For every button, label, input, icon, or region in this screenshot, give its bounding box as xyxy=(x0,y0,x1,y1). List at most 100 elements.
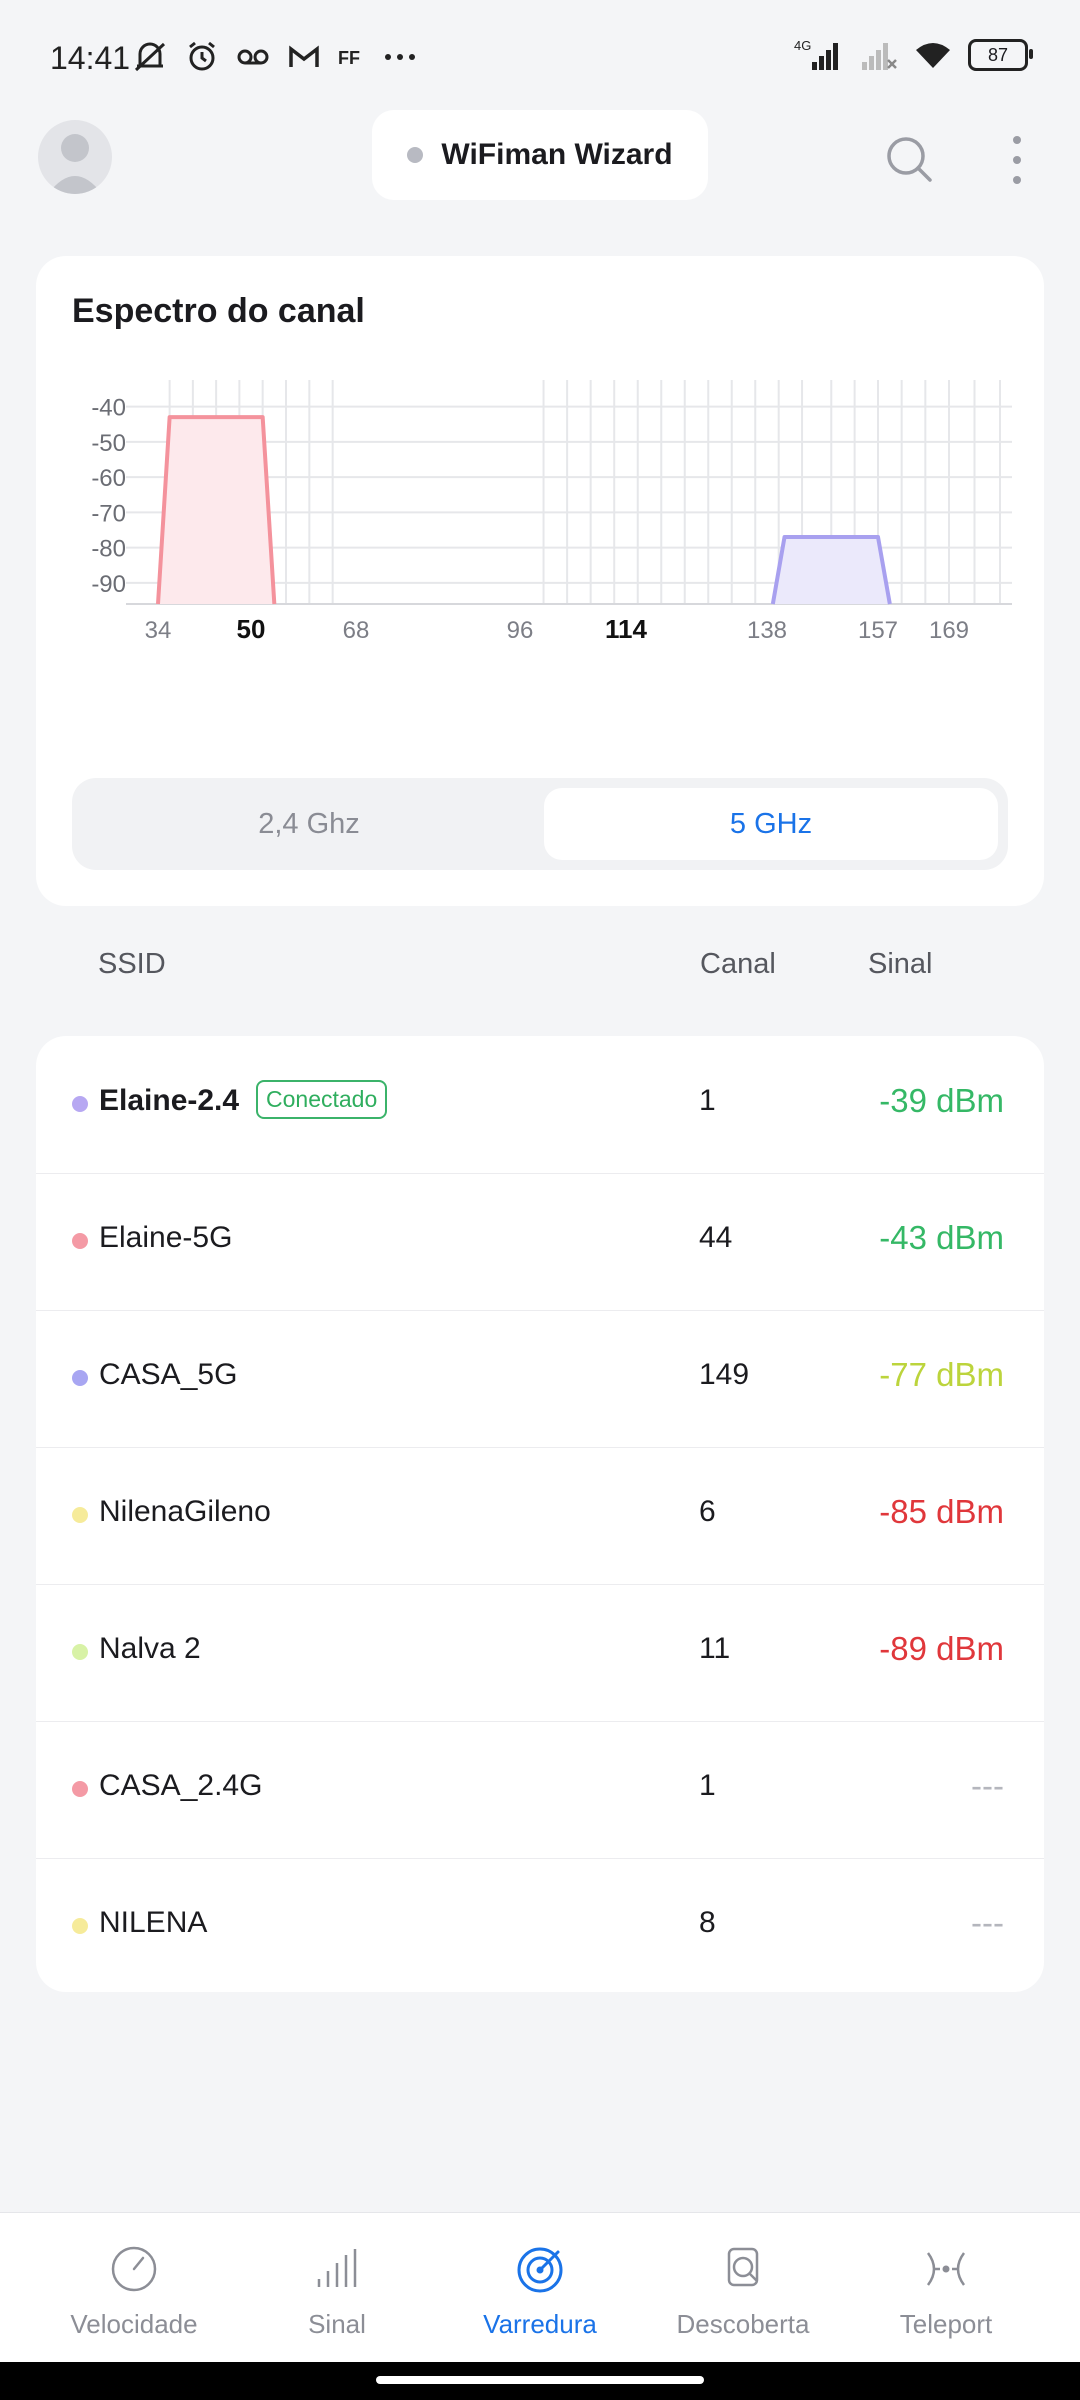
band-toggle: 2,4 Ghz 5 GHz xyxy=(72,778,1008,870)
network-color-dot xyxy=(72,1507,88,1523)
network-channel: 8 xyxy=(699,1906,716,1939)
network-signal: --- xyxy=(971,1767,1004,1804)
x-tick-label: 169 xyxy=(929,617,969,644)
network-color-dot xyxy=(72,1233,88,1249)
more-dots-icon xyxy=(385,54,415,60)
channel-spectrum-card: Espectro do canal -40 -50 -60 -70 -80 -90 34 50… xyxy=(36,256,1044,906)
network-ssid: CASA_5G xyxy=(99,1358,238,1391)
network-ssid: CASA_2.4G xyxy=(99,1769,263,1802)
network-signal-line xyxy=(156,415,277,605)
alarm-icon xyxy=(189,41,215,71)
spectrum-chart: -40 -50 -60 -70 -80 -90 34 50 68 96 114 138 157 169 xyxy=(91,380,1012,644)
nav-item-varredura[interactable]: Varredura xyxy=(432,2213,648,2363)
bottom-navigation: Velocidade Sinal Varredura Descoberta Te… xyxy=(0,2212,1080,2363)
network-signal-area xyxy=(158,417,275,604)
network-color-dot xyxy=(72,1644,88,1660)
network-channel: 1 xyxy=(699,1769,716,1802)
x-tick-label: 114 xyxy=(605,614,647,644)
battery-level: 87 xyxy=(987,44,1009,65)
network-ssid: Nalva 2 xyxy=(99,1632,201,1665)
radar-scan-icon xyxy=(517,2247,563,2293)
nav-item-teleport[interactable]: Teleport xyxy=(838,2213,1054,2363)
x-tick-label: 50 xyxy=(237,614,266,644)
network-row[interactable]: NilenaGileno 6 -85 dBm xyxy=(36,1447,1044,1585)
network-row[interactable]: Nalva 2 11 -89 dBm xyxy=(36,1584,1044,1722)
system-nav-bar xyxy=(0,2362,1080,2400)
nav-item-descoberta[interactable]: Descoberta xyxy=(635,2213,851,2363)
ff-icon: FF xyxy=(338,48,360,68)
x-tick-label: 68 xyxy=(343,617,370,644)
wifiman-wizard-button[interactable]: WiFiman Wizard xyxy=(372,110,708,200)
wifi-icon xyxy=(916,43,950,68)
network-signal: -85 dBm xyxy=(879,1493,1004,1530)
x-tick-label: 157 xyxy=(858,617,898,644)
network-row[interactable]: NILENA 8 --- xyxy=(36,1858,1044,1992)
network-signal: -89 dBm xyxy=(879,1630,1004,1667)
network-ssid: Elaine-5G xyxy=(99,1221,233,1254)
network-row[interactable]: CASA_5G 149 -77 dBm xyxy=(36,1310,1044,1448)
card-title: Espectro do canal xyxy=(72,292,365,330)
search-icon[interactable] xyxy=(880,130,940,190)
network-list: Elaine-2.4 Conectado 1 -39 dBm Elaine-5G… xyxy=(36,1036,1044,1992)
network-signal-line xyxy=(770,535,892,605)
y-tick-label: -70 xyxy=(91,500,126,527)
nav-label: Varredura xyxy=(483,2309,597,2339)
column-header-ssid[interactable]: SSID xyxy=(98,948,166,980)
svg-text:FF: FF xyxy=(338,48,360,68)
nav-item-velocidade[interactable]: Velocidade xyxy=(26,2213,242,2363)
network-channel: 149 xyxy=(699,1358,750,1391)
x-tick-label: 138 xyxy=(747,617,787,644)
network-row[interactable]: Elaine-2.4 Conectado 1 -39 dBm xyxy=(36,1036,1044,1174)
network-color-dot xyxy=(72,1918,88,1934)
column-header-canal[interactable]: Canal xyxy=(700,948,776,980)
network-row[interactable]: Elaine-5G 44 -43 dBm xyxy=(36,1173,1044,1311)
status-bar: 14:41 FF 4G 87 xyxy=(0,0,1080,110)
y-tick-label: -50 xyxy=(91,430,126,457)
gmail-icon xyxy=(289,45,319,67)
band-option-2-4ghz[interactable]: 2,4 Ghz xyxy=(258,807,360,840)
connected-badge: Conectado xyxy=(256,1080,388,1119)
network-ssid: NilenaGileno xyxy=(99,1495,271,1528)
voicemail-icon xyxy=(237,49,269,65)
network-channel: 11 xyxy=(699,1632,731,1665)
signal-bars-icon xyxy=(317,2249,357,2287)
network-channel: 44 xyxy=(699,1221,733,1254)
network-channel: 6 xyxy=(699,1495,716,1528)
network-color-dot xyxy=(72,1370,88,1386)
network-signal: -77 dBm xyxy=(879,1356,1004,1393)
nav-label: Descoberta xyxy=(676,2309,810,2339)
y-tick-label: -60 xyxy=(91,465,126,492)
user-icon xyxy=(48,134,102,194)
network-ssid: NILENA xyxy=(99,1906,208,1939)
speedometer-icon xyxy=(111,2246,157,2292)
nav-item-sinal[interactable]: Sinal xyxy=(229,2213,445,2363)
band-option-5ghz[interactable]: 5 GHz xyxy=(544,788,998,860)
network-row[interactable]: CASA_2.4G 1 --- xyxy=(36,1721,1044,1859)
svg-text:4G: 4G xyxy=(794,38,811,53)
network-signal: -39 dBm xyxy=(879,1082,1004,1119)
x-tick-label: 34 xyxy=(145,617,172,644)
status-icons-left: FF xyxy=(132,40,416,74)
y-tick-label: -90 xyxy=(91,571,126,598)
battery-icon: 87 xyxy=(968,39,1033,71)
top-bar: WiFiman Wizard xyxy=(0,110,1080,210)
wizard-status-dot xyxy=(407,147,424,163)
column-header-sinal[interactable]: Sinal xyxy=(868,948,933,980)
x-tick-label: 96 xyxy=(507,617,534,644)
signal-weak-icon xyxy=(862,43,897,70)
mute-icon xyxy=(134,42,166,72)
y-tick-label: -40 xyxy=(91,395,126,422)
network-signal: --- xyxy=(971,1904,1004,1941)
discovery-icon xyxy=(727,2247,759,2287)
signal-icon: 4G xyxy=(794,38,838,70)
more-vert-icon[interactable] xyxy=(1000,130,1034,190)
network-color-dot xyxy=(72,1096,88,1112)
nav-label: Velocidade xyxy=(70,2309,198,2339)
nav-label: Teleport xyxy=(899,2309,993,2339)
home-indicator[interactable] xyxy=(376,2376,704,2384)
nav-label: Sinal xyxy=(308,2309,366,2339)
network-color-dot xyxy=(72,1781,88,1797)
network-signal: -43 dBm xyxy=(879,1219,1004,1256)
network-channel: 1 xyxy=(699,1084,716,1117)
avatar[interactable] xyxy=(38,120,112,194)
